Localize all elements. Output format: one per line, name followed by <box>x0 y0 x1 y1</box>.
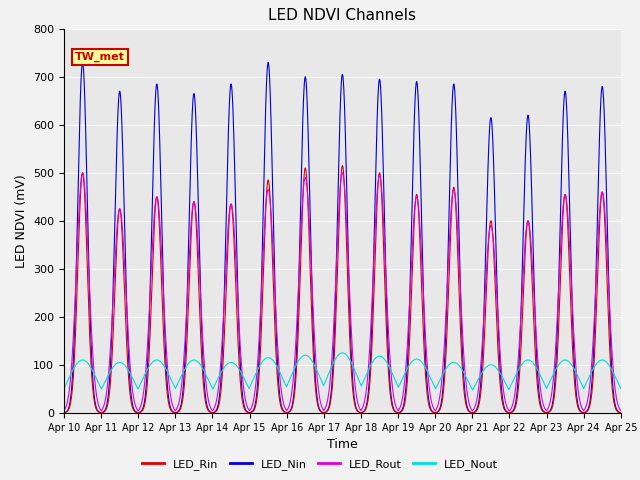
Text: TW_met: TW_met <box>75 52 125 62</box>
Legend: LED_Rin, LED_Nin, LED_Rout, LED_Nout: LED_Rin, LED_Nin, LED_Rout, LED_Nout <box>138 455 502 474</box>
Title: LED NDVI Channels: LED NDVI Channels <box>268 9 417 24</box>
Y-axis label: LED NDVI (mV): LED NDVI (mV) <box>15 174 28 268</box>
X-axis label: Time: Time <box>327 438 358 451</box>
